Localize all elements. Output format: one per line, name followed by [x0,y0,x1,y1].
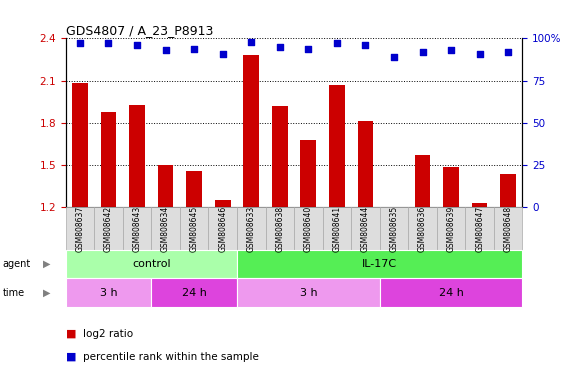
Text: 3 h: 3 h [100,288,117,298]
Text: 24 h: 24 h [439,288,464,298]
Point [332,40,341,46]
Text: control: control [132,259,171,269]
Bar [129,104,145,207]
Bar [158,165,174,207]
Point [475,51,484,57]
Text: GSM808634: GSM808634 [161,205,170,252]
Text: percentile rank within the sample: percentile rank within the sample [83,352,259,362]
Text: GSM808642: GSM808642 [104,205,113,252]
Text: ■: ■ [66,352,76,362]
Bar [443,167,459,207]
Bar [357,121,373,207]
Point [104,40,113,46]
Text: IL-17C: IL-17C [362,259,397,269]
Point [361,42,370,48]
Text: time: time [3,288,25,298]
Text: ▶: ▶ [43,288,50,298]
Text: GSM808640: GSM808640 [304,205,313,252]
Text: GSM808637: GSM808637 [75,205,85,252]
Point [275,44,284,50]
Text: GSM808644: GSM808644 [361,205,370,252]
Bar [329,85,345,207]
Point [389,54,399,60]
Text: GSM808646: GSM808646 [218,205,227,252]
Text: 3 h: 3 h [300,288,317,298]
Point [304,45,313,51]
Text: GSM808645: GSM808645 [190,205,199,252]
Bar [272,106,288,207]
Text: GDS4807 / A_23_P8913: GDS4807 / A_23_P8913 [66,24,213,37]
Point [218,51,227,57]
Bar [472,203,488,207]
Text: agent: agent [3,259,31,269]
Point [418,49,427,55]
Point [161,47,170,53]
Text: GSM808633: GSM808633 [247,205,256,252]
Bar [300,140,316,207]
Text: ■: ■ [66,329,76,339]
Point [132,42,142,48]
Point [190,45,199,51]
Text: GSM808641: GSM808641 [332,205,341,252]
Bar [72,83,88,207]
Text: GSM808635: GSM808635 [389,205,399,252]
Bar [186,171,202,207]
Point [247,39,256,45]
Point [75,40,85,46]
Text: GSM808639: GSM808639 [447,205,456,252]
Bar [500,174,516,207]
Text: GSM808638: GSM808638 [275,205,284,252]
Point [504,49,513,55]
Text: GSM808647: GSM808647 [475,205,484,252]
Text: log2 ratio: log2 ratio [83,329,133,339]
Text: GSM808648: GSM808648 [504,205,513,252]
Text: GSM808636: GSM808636 [418,205,427,252]
Bar [243,55,259,207]
Text: 24 h: 24 h [182,288,207,298]
Point [447,47,456,53]
Text: GSM808643: GSM808643 [132,205,142,252]
Bar [215,200,231,207]
Text: ▶: ▶ [43,259,50,269]
Bar [415,155,431,207]
Bar [100,112,116,207]
